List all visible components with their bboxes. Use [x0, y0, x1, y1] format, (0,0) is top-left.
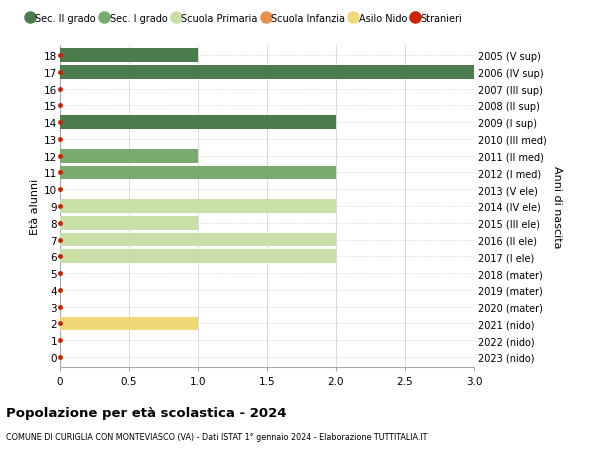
- Bar: [60, 166, 336, 180]
- Y-axis label: Anni di nascita: Anni di nascita: [553, 165, 562, 248]
- Text: Popolazione per età scolastica - 2024: Popolazione per età scolastica - 2024: [6, 406, 287, 419]
- Bar: [60, 250, 336, 263]
- Bar: [60, 317, 198, 330]
- Bar: [60, 233, 336, 247]
- Legend: Sec. II grado, Sec. I grado, Scuola Primaria, Scuola Infanzia, Asilo Nido, Stran: Sec. II grado, Sec. I grado, Scuola Prim…: [28, 14, 463, 24]
- Bar: [60, 217, 198, 230]
- Bar: [60, 66, 474, 79]
- Bar: [60, 200, 336, 213]
- Bar: [60, 49, 198, 63]
- Bar: [60, 116, 336, 130]
- Text: COMUNE DI CURIGLIA CON MONTEVIASCO (VA) - Dati ISTAT 1° gennaio 2024 - Elaborazi: COMUNE DI CURIGLIA CON MONTEVIASCO (VA) …: [6, 432, 427, 442]
- Bar: [60, 150, 198, 163]
- Y-axis label: Età alunni: Età alunni: [30, 179, 40, 235]
